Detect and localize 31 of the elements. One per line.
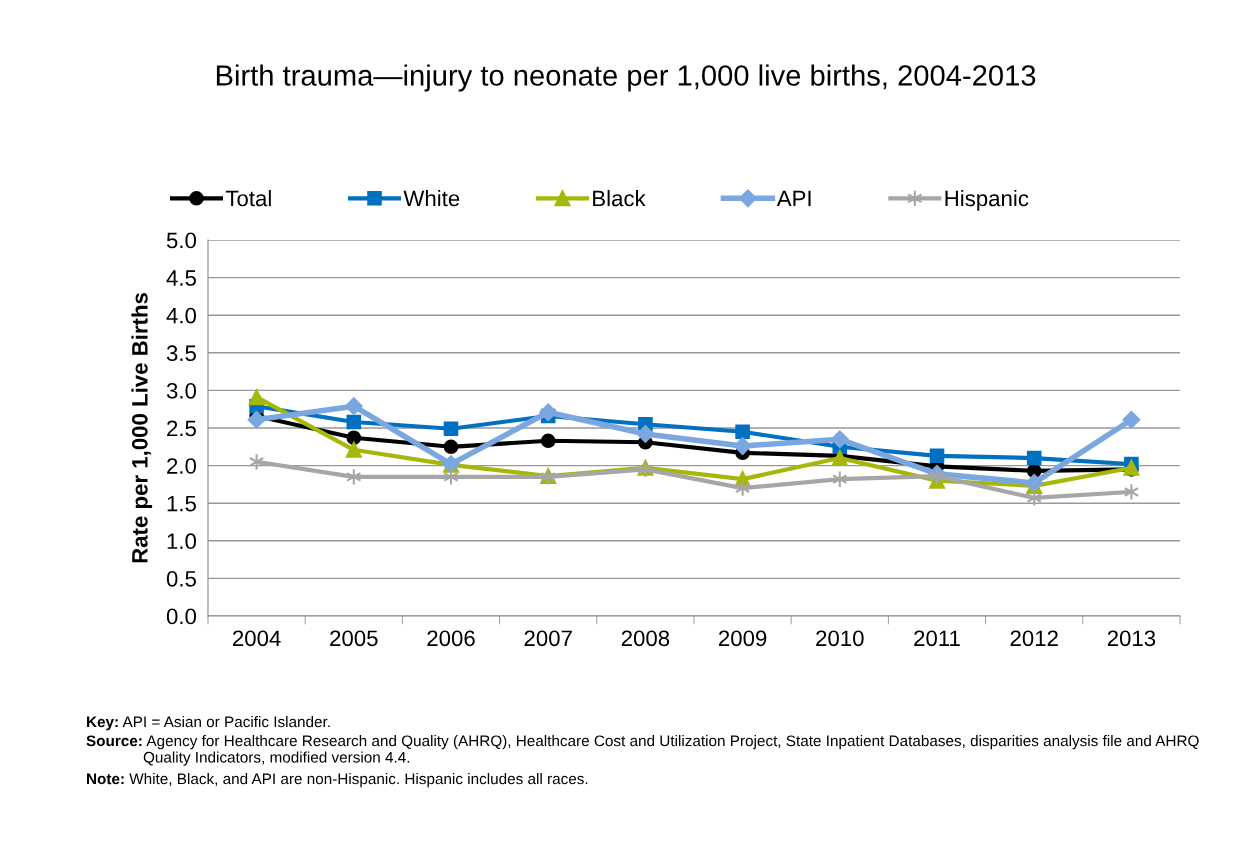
chart-title: Birth trauma—injury to neonate per 1,000 live births, 2004-2013: [216, 64, 1036, 92]
y-tick-label: 0.5: [166, 570, 196, 587]
legend-label: Hispanic: [945, 190, 1029, 211]
y-tick-label: 4.5: [166, 270, 196, 286]
x-tick-label: 2005: [330, 630, 378, 647]
y-tick-label: 2.5: [167, 420, 196, 437]
x-tick-label: 2013: [1107, 630, 1156, 647]
y-tick-label: 0.0: [166, 608, 197, 625]
x-tick-label: 2004: [233, 630, 281, 647]
x-tick-label: 2008: [621, 630, 670, 647]
y-tick-label: 5.0: [166, 232, 197, 249]
y-tick-label: 3.0: [166, 382, 197, 399]
y-tick-label: 3.5: [166, 345, 196, 362]
x-tick-label: 2010: [816, 630, 864, 647]
legend-label: API: [776, 190, 811, 207]
legend-label: Black: [593, 190, 646, 207]
source-note: Source: Agency for Healthcare Research and Quality (AHRQ), Healthcare Cost and Utilization Project, State Inpatient Databases, disparities analysis file and AHRQ Quality Indicators, modified version 4.4.: [86, 735, 1199, 766]
x-tick-label: 2012: [1010, 630, 1058, 647]
x-tick-label: 2011: [914, 630, 960, 647]
y-tick-label: 1.0: [167, 533, 197, 550]
y-tick-label: 4.0: [166, 307, 197, 324]
y-tick-label: 2.0: [167, 458, 197, 474]
legend-label: White: [403, 190, 460, 207]
x-tick-label: 2006: [427, 630, 475, 647]
x-tick-label: 2007: [524, 630, 572, 647]
y-tick-label: 1.5: [167, 495, 196, 512]
y-axis-title: Rate per 1,000 Live Births: [131, 293, 153, 563]
x-tick-label: 2009: [719, 630, 767, 647]
legend-label: Total: [225, 190, 271, 207]
text: Note: White, Black, and API are non-Hispanic. Hispanic includes all races.: [87, 773, 588, 788]
text: Key: API = Asian or Pacific Islander.: [87, 716, 330, 731]
